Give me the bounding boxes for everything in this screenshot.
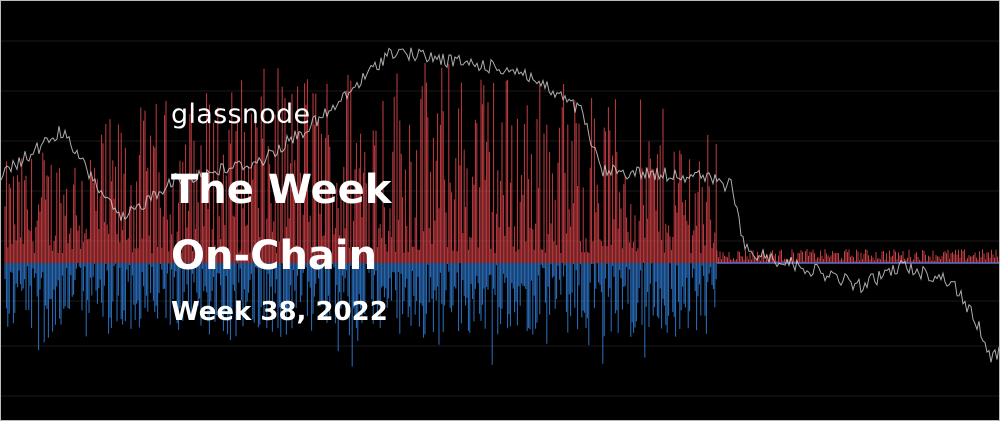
title-line: The Week <box>171 167 392 213</box>
title-line: On-Chain <box>171 233 378 279</box>
price-line <box>1 47 999 363</box>
red-bars <box>4 62 999 263</box>
subtitle: Week 38, 2022 <box>171 297 388 327</box>
blue-bars <box>4 263 717 367</box>
brand: glassnode <box>171 99 311 130</box>
